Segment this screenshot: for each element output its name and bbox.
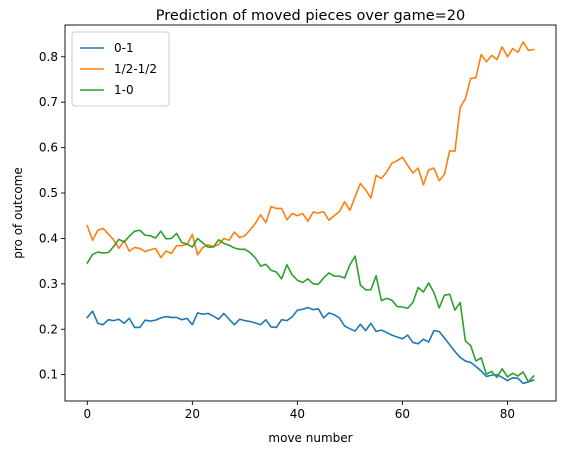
legend-box: [71, 31, 170, 107]
y-tick-label: 0.6: [39, 141, 58, 155]
x-tick-label: 0: [83, 407, 91, 421]
legend-label-1: 1/2-1/2: [114, 62, 157, 76]
legend-label-2: 1-0: [114, 83, 134, 97]
plot-area: [86, 40, 535, 385]
x-tick-label: 40: [290, 407, 305, 421]
y-tick-label: 0.5: [39, 186, 58, 200]
y-tick-label: 0.8: [39, 50, 58, 64]
y-axis-ticks: 0.1 0.2 0.3 0.4 0.5 0.6 0.7 0.8: [39, 50, 65, 382]
y-tick-label: 0.7: [39, 95, 58, 109]
y-tick-label: 0.2: [39, 322, 58, 336]
x-axis-ticks: 0 20 40 60 80: [83, 401, 515, 421]
legend-label-0: 0-1: [114, 41, 134, 55]
series-line-0: [86, 306, 535, 385]
y-tick-label: 0.4: [39, 231, 58, 245]
y-axis-label: pro of outcome: [11, 167, 25, 259]
series-line-1: [86, 40, 535, 259]
plot-frame: [64, 24, 557, 402]
series-line-2: [86, 229, 535, 383]
chart-title: Prediction of moved pieces over game=20: [156, 8, 465, 24]
x-tick-label: 60: [395, 407, 410, 421]
x-tick-label: 20: [185, 407, 200, 421]
y-tick-label: 0.1: [39, 368, 58, 382]
y-tick-label: 0.3: [39, 277, 58, 291]
x-axis-label: move number: [268, 431, 352, 445]
x-tick-label: 80: [500, 407, 515, 421]
legend: 0-1 1/2-1/2 1-0: [71, 31, 170, 107]
